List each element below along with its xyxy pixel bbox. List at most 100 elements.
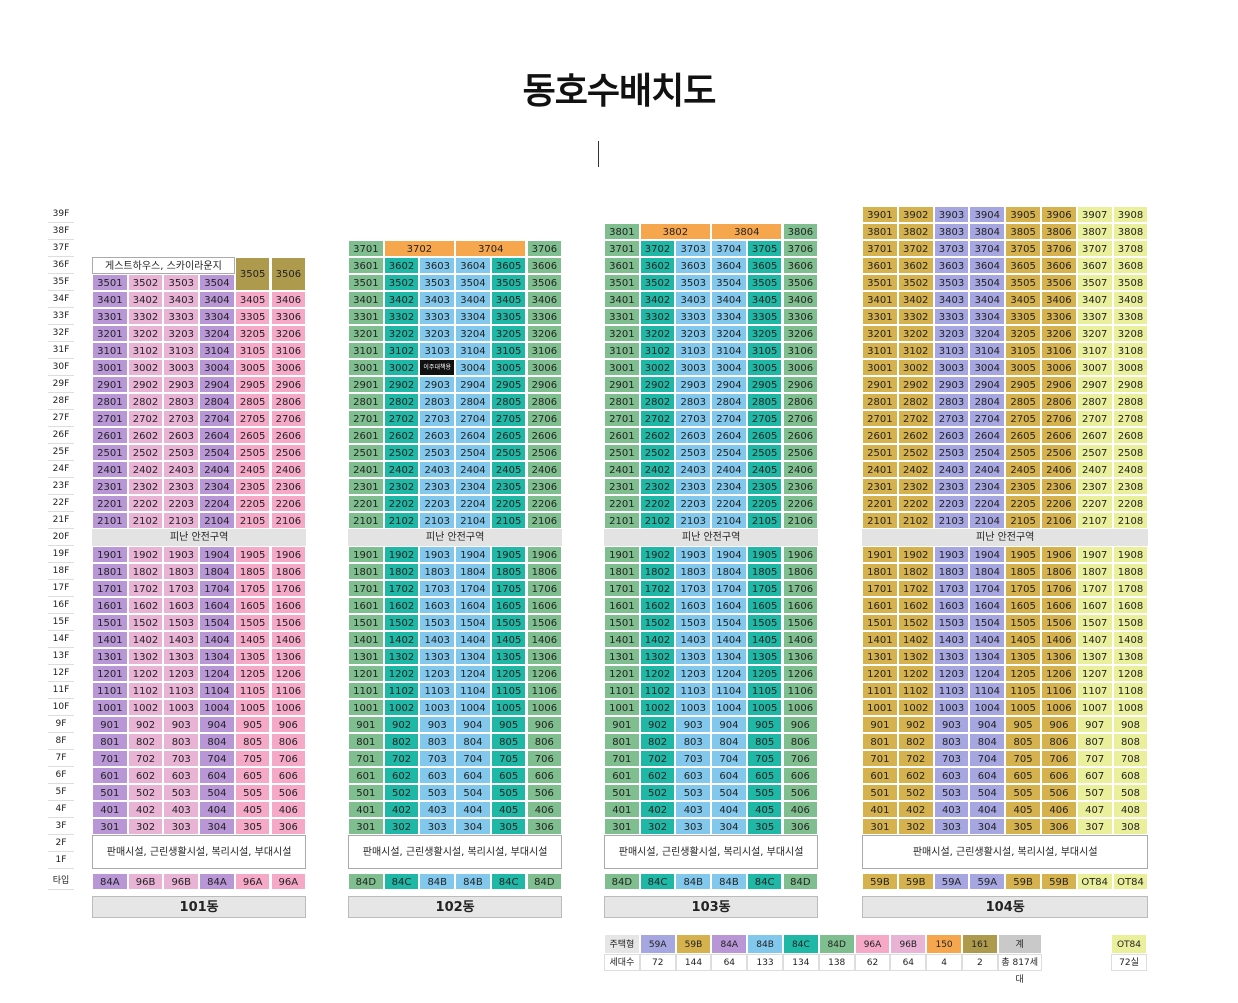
unit-cell: 601 (348, 767, 384, 784)
unit-cell: 2806 (526, 393, 563, 410)
unit-cell: 3702 (639, 240, 676, 257)
unit-cell: 2107 (1076, 512, 1113, 529)
unit-cell: 2501 (862, 444, 898, 461)
unit-cell: 3402 (127, 291, 164, 308)
unit-cell: 2305 (490, 478, 527, 495)
unit-cell: 3206 (526, 325, 563, 342)
unit-cell: 1102 (127, 682, 164, 699)
unit-cell: 3006 (1041, 359, 1077, 376)
unit-type: 59A (969, 873, 1006, 890)
unit-cell: 2203 (933, 495, 970, 512)
unit-cell: 2905 (1005, 376, 1041, 393)
unit-cell: 1206 (526, 665, 563, 682)
unit-cell: 2406 (526, 461, 563, 478)
unit-cell: 1004 (969, 699, 1006, 716)
top-unit: 3701 (348, 240, 384, 257)
unit-cell: 2106 (782, 512, 819, 529)
unit-cell: 3906 (1041, 206, 1077, 223)
unit-cell: 705 (746, 750, 783, 767)
unit-cell: 1502 (127, 614, 164, 631)
unit-cell: 2601 (92, 427, 128, 444)
unit-cell: 3104 (455, 342, 491, 359)
unit-cell: 3403 (419, 291, 456, 308)
unit-cell: 301 (862, 818, 898, 835)
unit-cell: 408 (1112, 801, 1149, 818)
unit-cell: 2401 (92, 461, 128, 478)
unit-cell: 3807 (1076, 223, 1113, 240)
unit-cell: 1404 (455, 631, 491, 648)
unit-cell: 1501 (92, 614, 128, 631)
unit-cell: 2101 (348, 512, 384, 529)
unit-cell: 1402 (897, 631, 934, 648)
unit-cell: 1708 (1112, 580, 1149, 597)
unit-cell: 606 (1041, 767, 1077, 784)
unit-cell: 404 (969, 801, 1006, 818)
unit-cell: 2906 (526, 376, 563, 393)
unit-cell: 1505 (490, 614, 527, 631)
unit-cell: 601 (604, 767, 640, 784)
unit-cell: 2304 (199, 478, 235, 495)
unit-cell: 3501 (604, 274, 640, 291)
unit-cell: 604 (969, 767, 1006, 784)
unit-cell: 2203 (675, 495, 712, 512)
unit-cell: 1602 (897, 597, 934, 614)
legend-ot-header: OT84 (1111, 934, 1147, 954)
unit-cell: 3206 (782, 325, 819, 342)
unit-cell: 3505 (1005, 274, 1041, 291)
unit-cell: 2601 (862, 427, 898, 444)
floor-label: 23F (48, 478, 74, 495)
unit-cell: 1004 (199, 699, 235, 716)
unit-cell: 1703 (675, 580, 712, 597)
unit-cell: 401 (92, 801, 128, 818)
unit-cell: 2902 (639, 376, 676, 393)
unit-cell: 2405 (746, 461, 783, 478)
unit-cell: 2306 (782, 478, 819, 495)
unit-cell: 3203 (675, 325, 712, 342)
unit-cell: 2504 (711, 444, 747, 461)
unit-cell: 1204 (199, 665, 235, 682)
unit-cell: 1106 (782, 682, 819, 699)
unit-cell: 403 (675, 801, 712, 818)
unit-cell: 2805 (490, 393, 527, 410)
unit-cell: 903 (163, 716, 200, 733)
unit-cell: 3204 (199, 325, 235, 342)
unit-cell: 2801 (604, 393, 640, 410)
unit-type: 96B (127, 873, 164, 890)
unit-cell: 3503 (933, 274, 970, 291)
unit-cell: 1201 (604, 665, 640, 682)
unit-cell: 3603 (419, 257, 456, 274)
unit-cell: 3108 (1112, 342, 1149, 359)
unit-cell: 1204 (455, 665, 491, 682)
unit-cell: 1801 (604, 563, 640, 580)
unit-cell: 3001 (348, 359, 384, 376)
unit-cell: 3401 (604, 291, 640, 308)
unit-cell: 2304 (969, 478, 1006, 495)
unit-cell: 2604 (711, 427, 747, 444)
unit-type: 84C (383, 873, 420, 890)
legend-type: 96A (854, 934, 891, 954)
unit-cell: 406 (270, 801, 307, 818)
unit-cell: 901 (604, 716, 640, 733)
unit-cell: 401 (604, 801, 640, 818)
unit-cell: 1705 (490, 580, 527, 597)
unit-cell: 3707 (1076, 240, 1113, 257)
unit-cell: 1104 (969, 682, 1006, 699)
unit-type: 59B (1041, 873, 1077, 890)
unit-cell: 901 (348, 716, 384, 733)
unit-cell: 901 (92, 716, 128, 733)
unit-cell: 3304 (711, 308, 747, 325)
unit-cell: 2302 (383, 478, 420, 495)
shelter-floor: 피난 안전구역 (604, 529, 819, 546)
unit-cell: 2905 (746, 376, 783, 393)
unit-cell: 2506 (270, 444, 307, 461)
unit-cell: 3701 (862, 240, 898, 257)
unit-cell: 2706 (1041, 410, 1077, 427)
unit-cell: 2606 (1041, 427, 1077, 444)
floor-label: 34F (48, 291, 74, 308)
floor-label: 20F (48, 529, 74, 546)
unit-cell: 2903 (419, 376, 456, 393)
floor-label: 31F (48, 342, 74, 359)
unit-cell: 3804 (969, 223, 1006, 240)
unit-cell: 1405 (490, 631, 527, 648)
unit-cell: 1901 (348, 546, 384, 563)
